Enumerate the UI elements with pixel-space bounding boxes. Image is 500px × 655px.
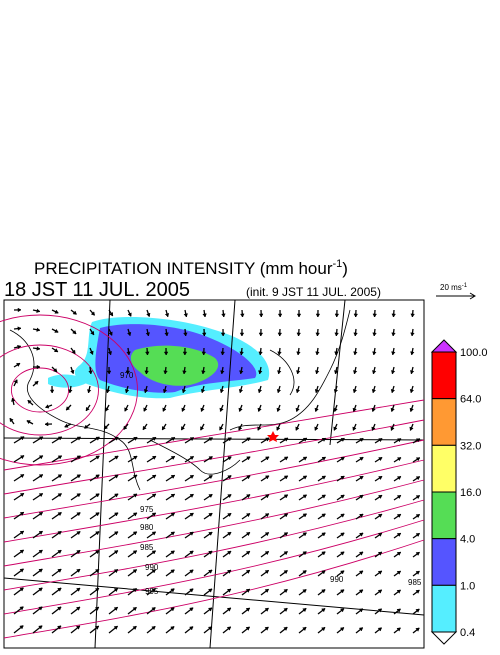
contour-label: 980 bbox=[140, 523, 154, 532]
colorbar-label: 0.4 bbox=[460, 627, 475, 639]
colorbar-label: 16.0 bbox=[460, 487, 481, 499]
colorbar-segment bbox=[432, 492, 456, 539]
colorbar-segment bbox=[432, 445, 456, 492]
colorbar-label: 4.0 bbox=[460, 534, 475, 546]
colorbar-segment bbox=[432, 585, 456, 632]
contour-label: 985 bbox=[408, 578, 422, 587]
valid-time: 18 JST 11 JUL. 2005 bbox=[4, 279, 190, 301]
contour-label: 970 bbox=[120, 371, 134, 380]
colorbar: 100.0 64.0 32.0 16.0 4.0 1.0 0.4 bbox=[432, 340, 488, 644]
colorbar-label: 64.0 bbox=[460, 394, 481, 406]
colorbar-segment bbox=[432, 539, 456, 586]
contour-label: 985 bbox=[140, 543, 154, 552]
colorbar-label: 32.0 bbox=[460, 440, 481, 452]
title-close: ) bbox=[342, 259, 348, 278]
contour-label: 990 bbox=[330, 575, 344, 584]
colorbar-under bbox=[432, 632, 456, 644]
map: 970 975 980 985 990 995 990 985 bbox=[0, 300, 424, 648]
colorbar-over bbox=[432, 340, 456, 352]
title-main: PRECIPITATION INTENSITY (mm hour bbox=[34, 259, 333, 278]
init-time: (init. 9 JST 11 JUL. 2005) bbox=[246, 285, 381, 299]
colorbar-label: 1.0 bbox=[460, 580, 475, 592]
vector-scale: 20 ms-1 bbox=[440, 283, 468, 292]
contour-label: 995 bbox=[145, 587, 159, 596]
colorbar-label: 100.0 bbox=[460, 347, 488, 359]
contour-label: 990 bbox=[145, 563, 159, 572]
vector-scale-text: 20 ms bbox=[440, 283, 462, 292]
colorbar-segment bbox=[432, 399, 456, 446]
title-sup: -1 bbox=[332, 258, 342, 270]
colorbar-segment bbox=[432, 352, 456, 399]
vector-scale-sup: -1 bbox=[462, 283, 468, 289]
contour-label: 975 bbox=[140, 505, 154, 514]
title: PRECIPITATION INTENSITY (mm hour-1) bbox=[34, 258, 348, 278]
